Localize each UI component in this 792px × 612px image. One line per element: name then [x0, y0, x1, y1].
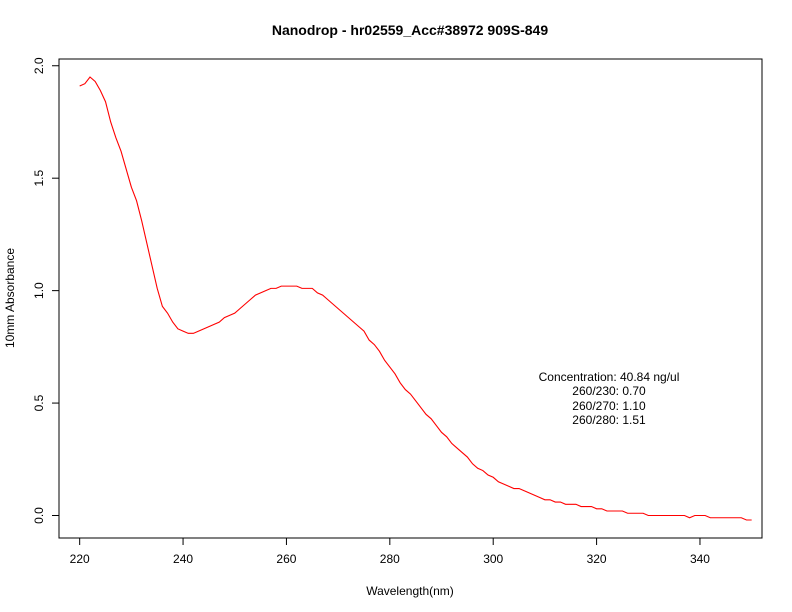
x-tick-label: 340 [690, 552, 710, 566]
x-tick-label: 220 [70, 552, 90, 566]
annotation-ratio-260-230: 260/230: 0.70 [572, 384, 646, 398]
x-axis-label: Wavelength(nm) [366, 584, 454, 598]
y-tick-label: 0.5 [32, 394, 46, 411]
x-tick-label: 300 [483, 552, 503, 566]
annotation-ratio-260-270: 260/270: 1.10 [572, 399, 646, 413]
chart-title: Nanodrop - hr02559_Acc#38972 909S-849 [272, 22, 548, 38]
x-tick-label: 320 [587, 552, 607, 566]
annotation-ratio-260-280: 260/280: 1.51 [572, 413, 646, 427]
x-tick-label: 240 [173, 552, 193, 566]
x-tick-label: 280 [380, 552, 400, 566]
x-tick-label: 260 [276, 552, 296, 566]
absorbance-series-line [79, 76, 752, 521]
y-tick-label: 2.0 [32, 57, 46, 74]
plot-frame [58, 58, 763, 539]
annotation-concentration: Concentration: 40.84 ng/ul [539, 370, 680, 384]
y-tick-label: 1.5 [32, 170, 46, 187]
y-axis: 0.0 0.5 1.0 1.5 2.0 [32, 57, 59, 524]
y-tick-label: 1.0 [32, 282, 46, 299]
y-axis-label: 10mm Absorbance [3, 248, 17, 348]
x-axis: 220 240 260 280 300 320 340 [70, 538, 710, 566]
y-tick-label: 0.0 [32, 507, 46, 524]
